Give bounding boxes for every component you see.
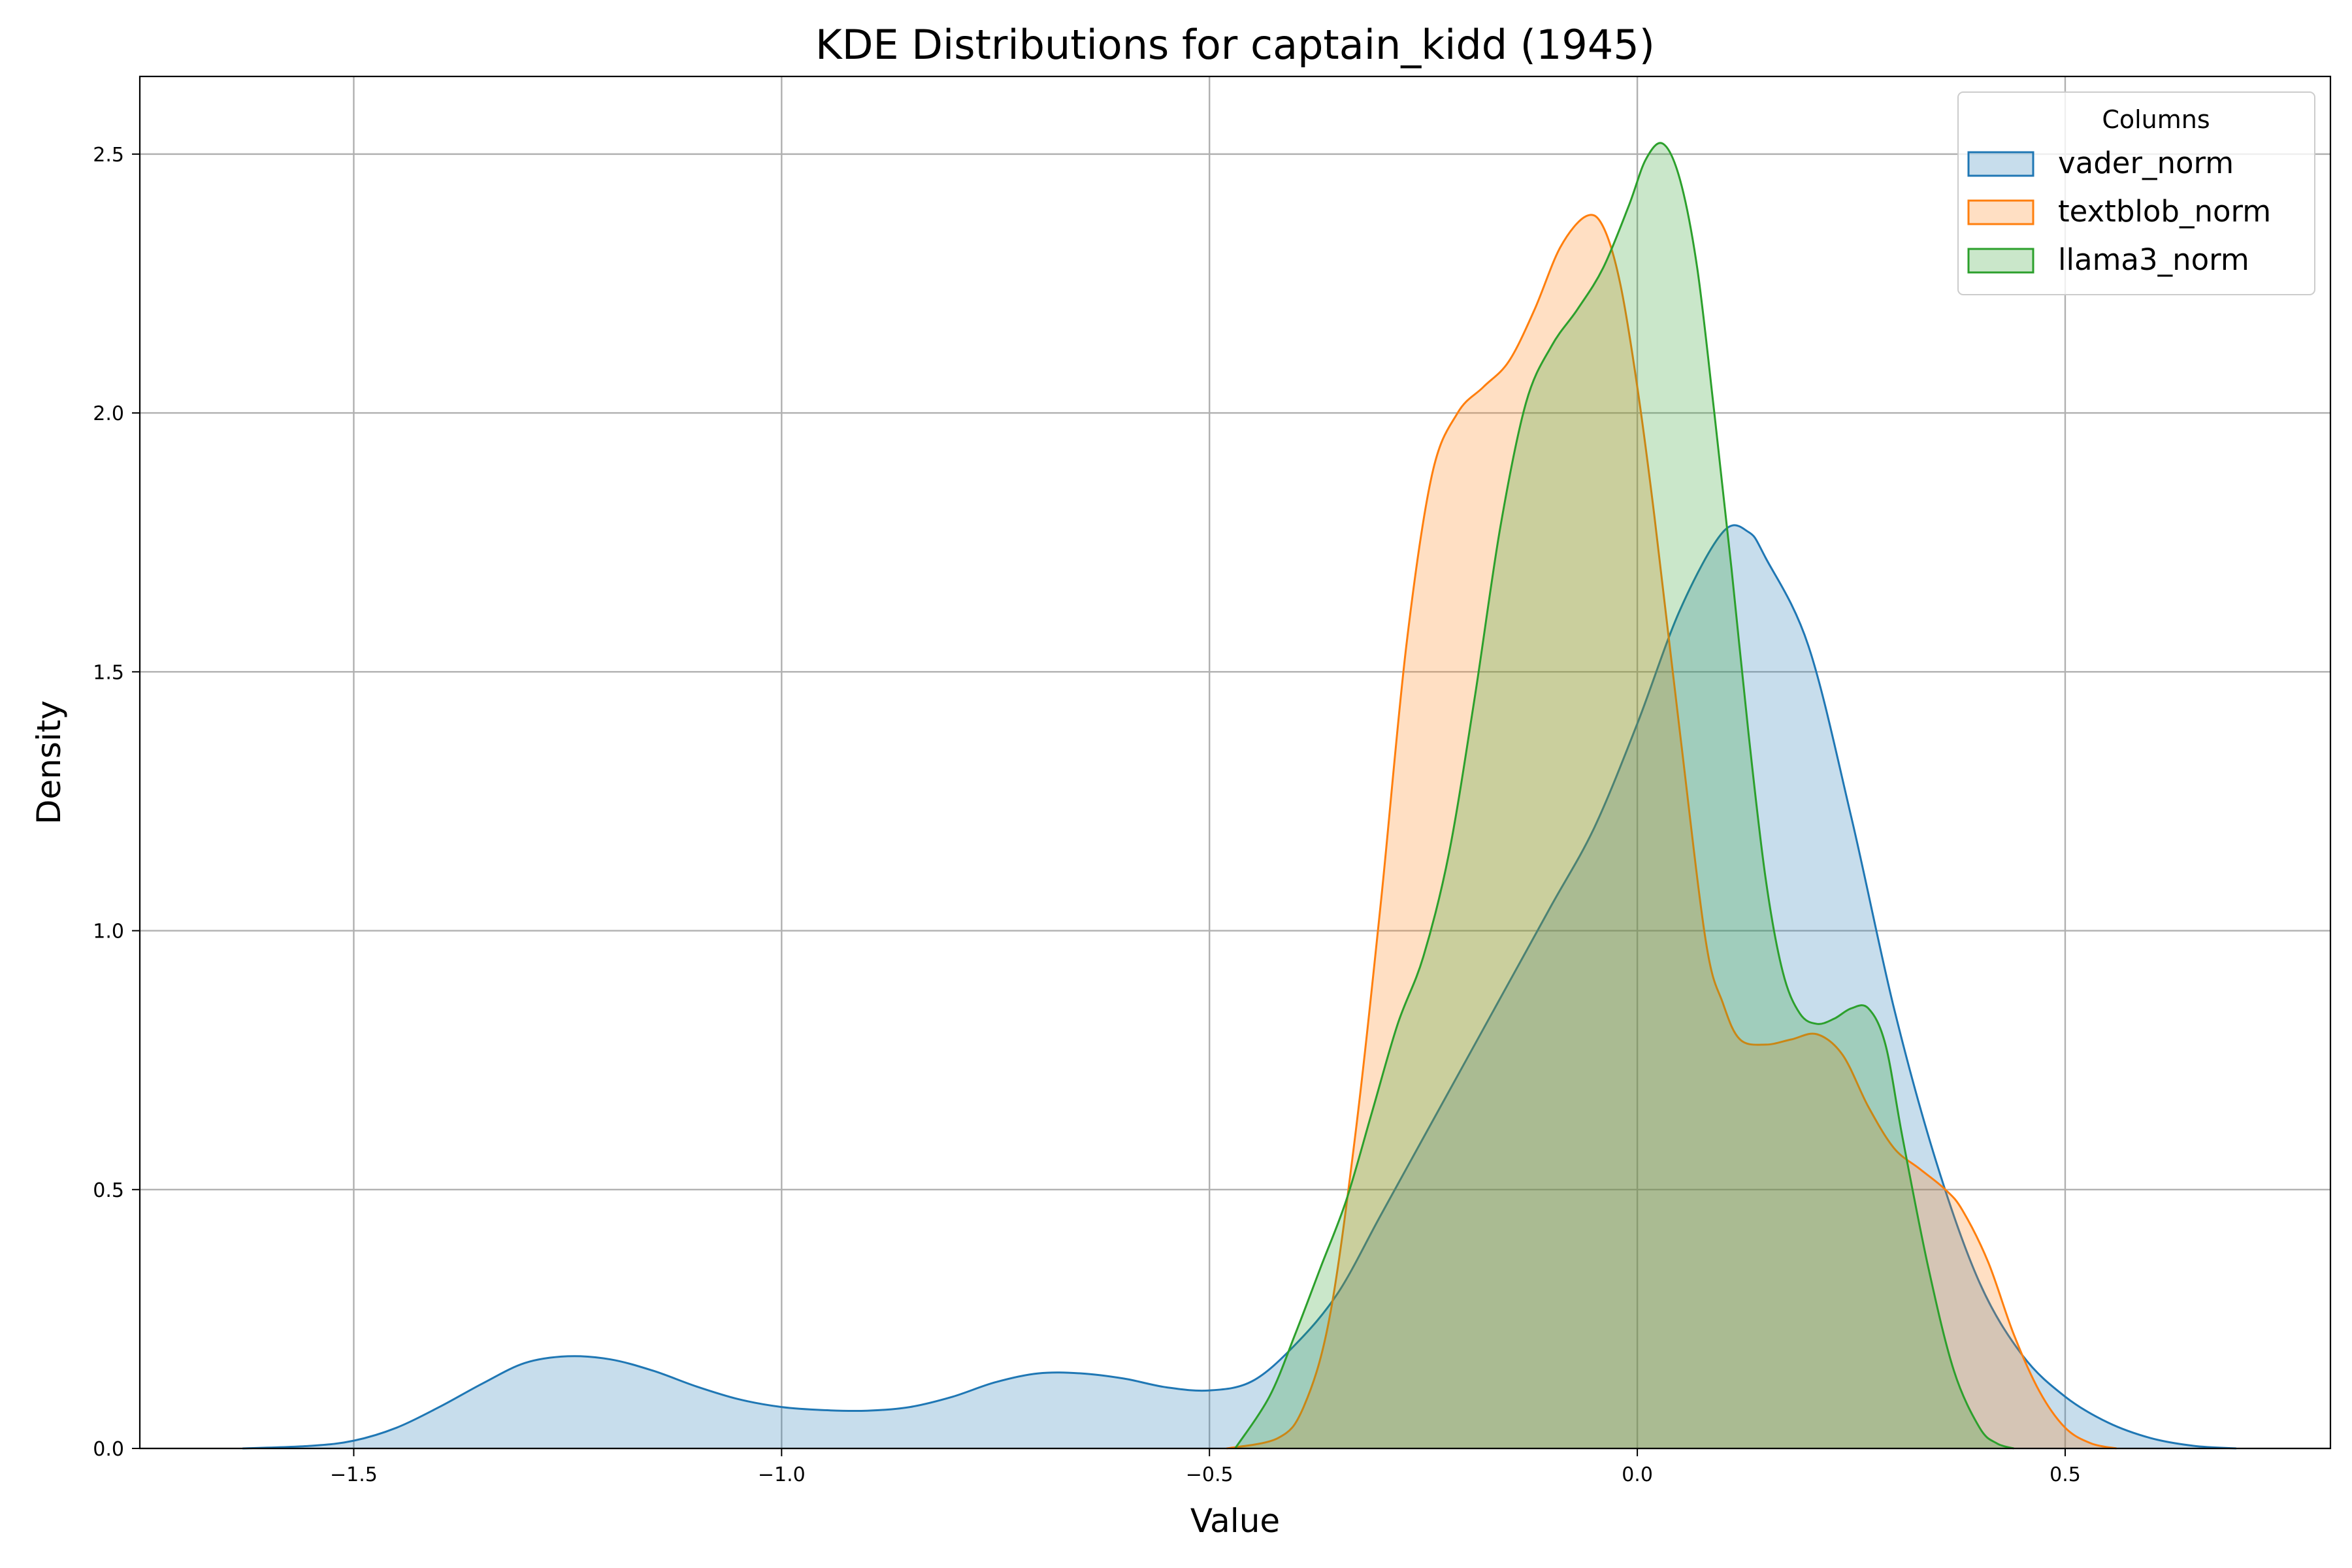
y-tick-label: 0.0: [93, 1438, 124, 1461]
legend-label-vader_norm: vader_norm: [2058, 146, 2234, 180]
legend-swatch-textblob_norm: [1967, 199, 2034, 225]
series-line-vader_norm: [242, 524, 2236, 1450]
series-line-llama3_norm: [1234, 142, 2014, 1450]
y-tick-label: 2.5: [93, 144, 124, 167]
legend: Columns vader_norm textblob_norm llama3_no…: [1957, 91, 2315, 295]
plot-frame: [139, 75, 2332, 1450]
legend-label-textblob_norm: textblob_norm: [2058, 194, 2271, 229]
ticks: −1.5 −1.0 −0.5 0.0 0.5 0.0 0.5 1.0 1.5 2.0 2.5: [93, 144, 2081, 1486]
x-tick-label: −1.0: [758, 1463, 806, 1486]
x-tick-label: 0.0: [1622, 1463, 1653, 1486]
y-tick-label: 2.0: [93, 402, 124, 425]
x-tick-label: −1.5: [330, 1463, 378, 1486]
legend-box: [1957, 91, 2315, 295]
y-axis-title: Density: [30, 700, 68, 825]
y-tick-label: 1.0: [93, 921, 124, 943]
x-tick-label: −0.5: [1186, 1463, 1233, 1486]
chart-title: KDE Distributions for captain_kidd (1945…: [815, 21, 1655, 69]
y-tick-label: 1.5: [93, 661, 124, 684]
series-area-textblob_norm: [1226, 214, 2117, 1448]
x-axis-title: Value: [1190, 1502, 1280, 1540]
series-line-textblob_norm: [1226, 214, 2117, 1450]
legend-swatch-vader_norm: [1967, 151, 2034, 177]
series-area-llama3_norm: [1235, 142, 2014, 1448]
series-area-vader_norm: [242, 525, 2236, 1448]
x-tick-label: 0.5: [2050, 1463, 2081, 1486]
series-layer: [242, 142, 2236, 1450]
y-tick-label: 0.5: [93, 1179, 124, 1202]
legend-swatch-llama3_norm: [1967, 248, 2034, 274]
legend-title: Columns: [2102, 105, 2210, 134]
legend-label-llama3_norm: llama3_norm: [2058, 242, 2249, 277]
